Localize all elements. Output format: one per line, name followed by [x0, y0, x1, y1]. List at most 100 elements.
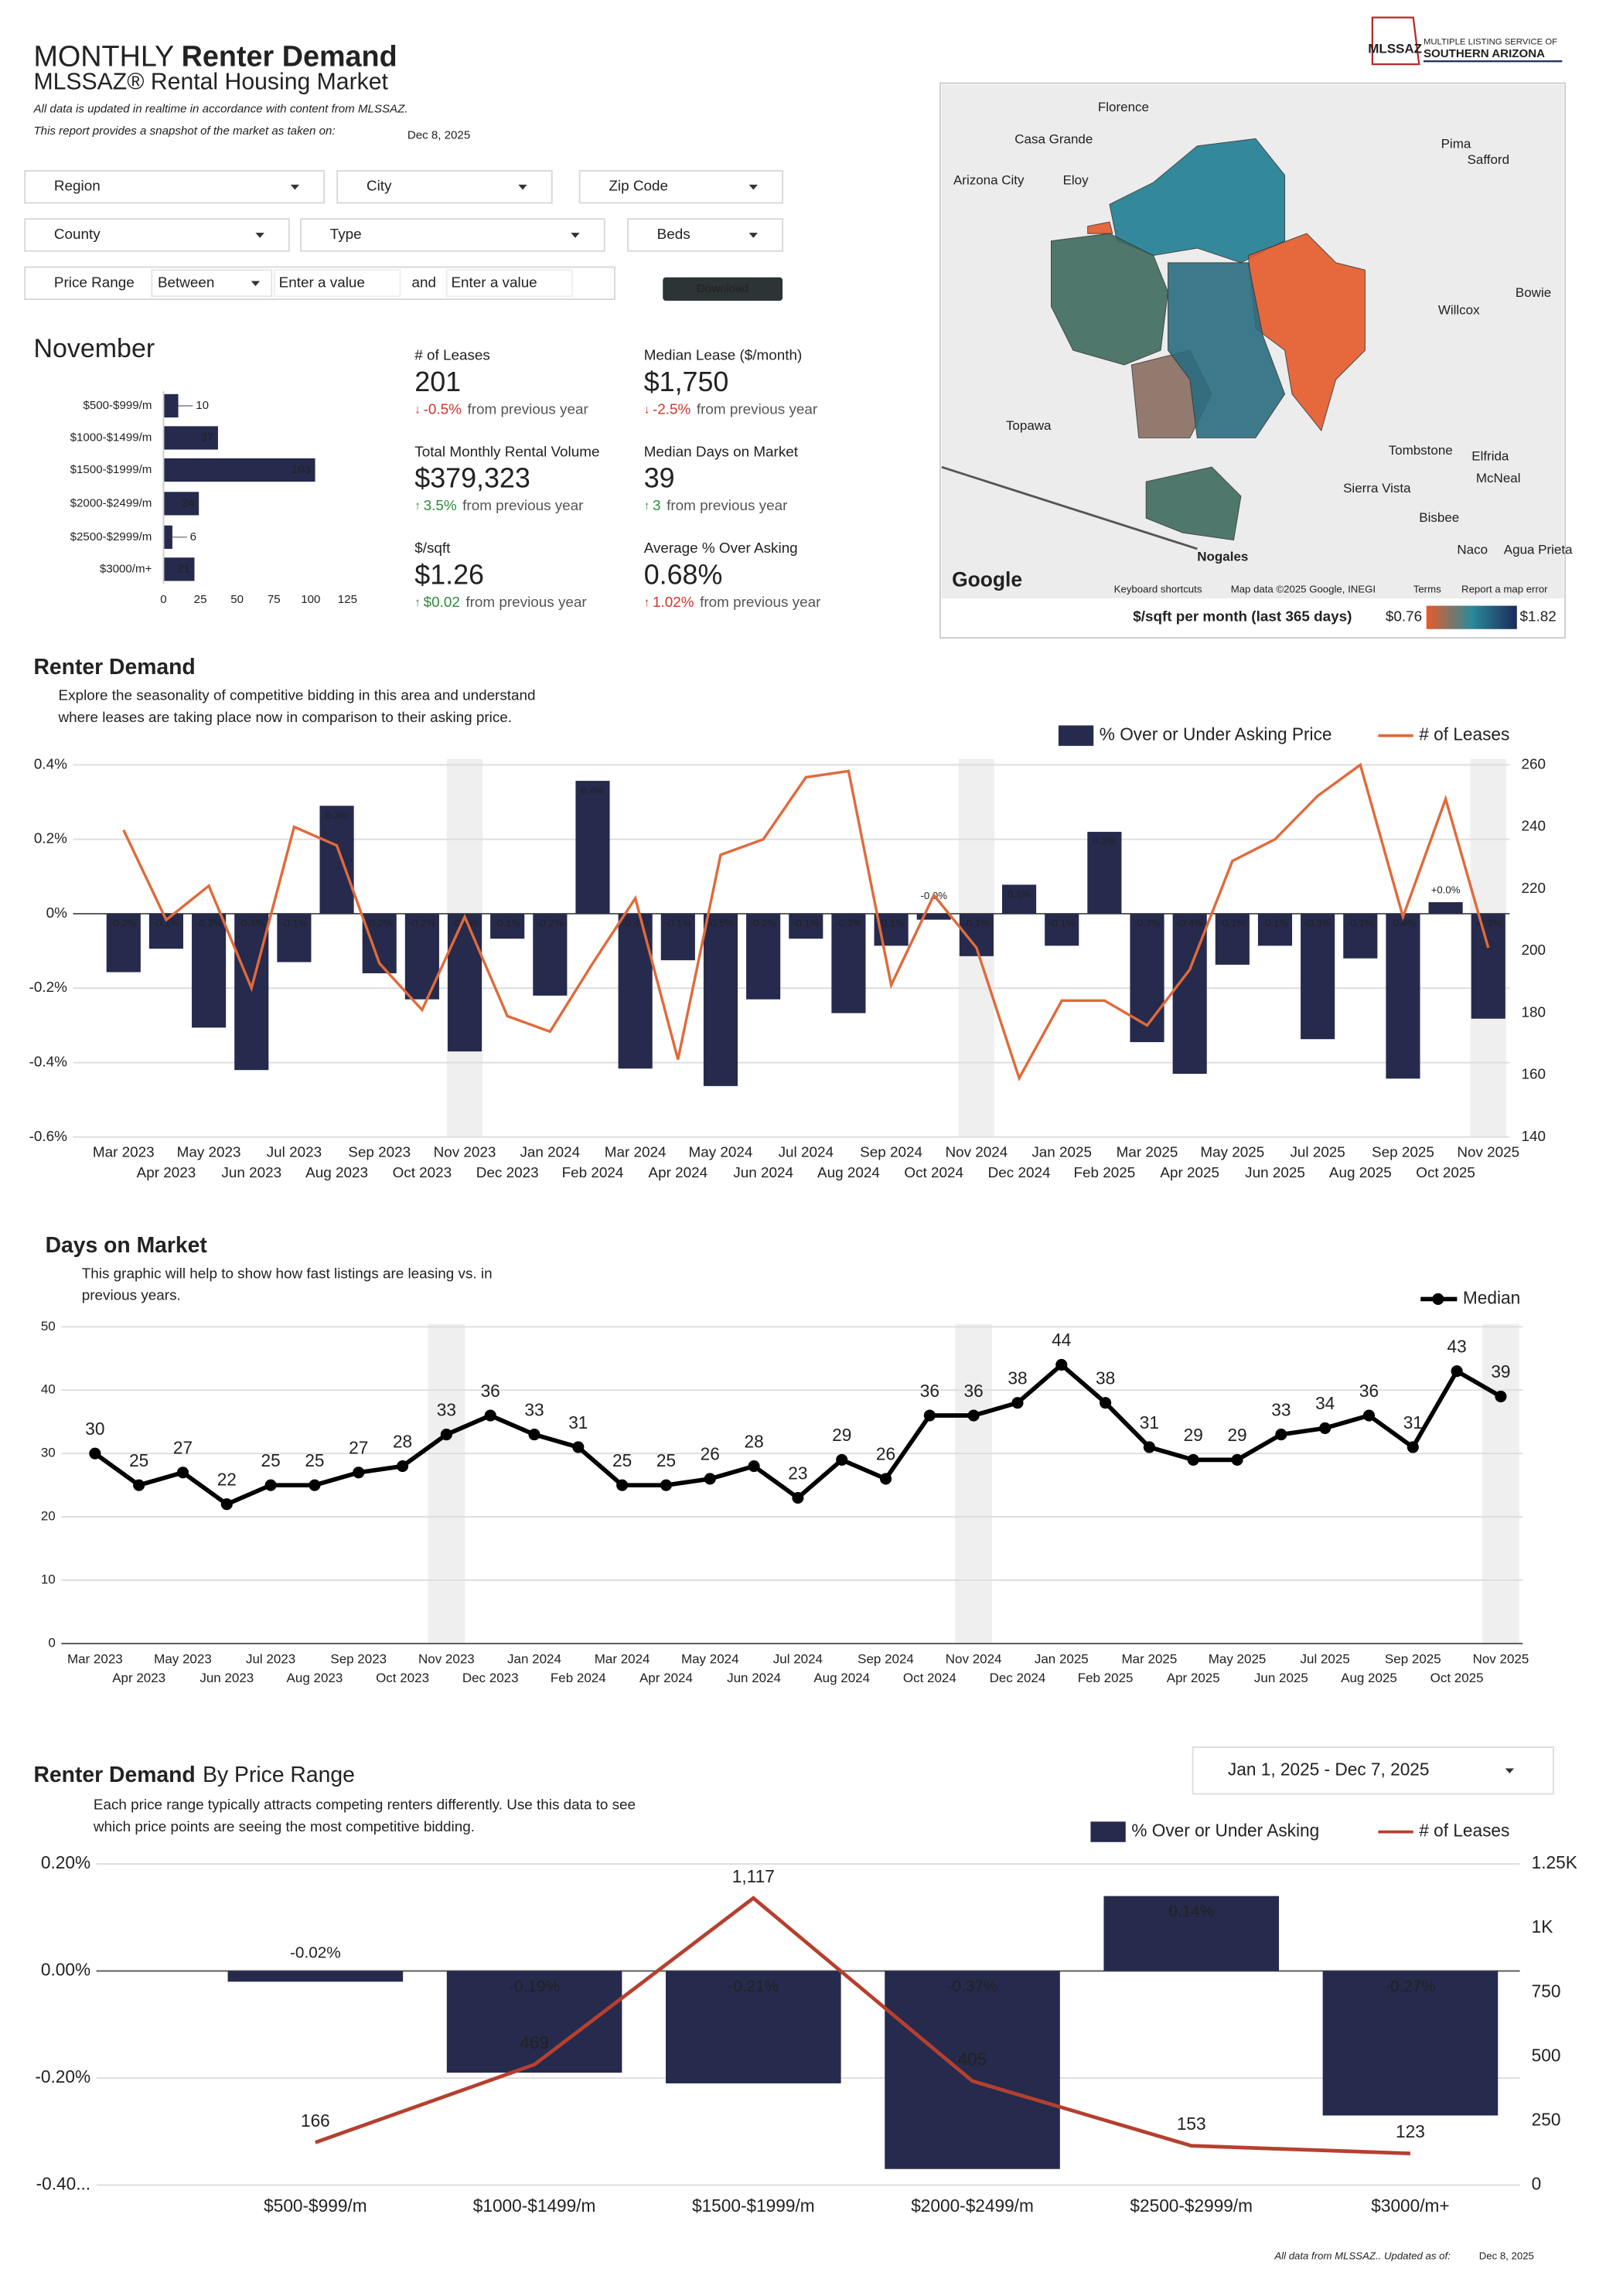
- x-tick-label: Apr 2025: [1167, 1671, 1220, 1685]
- x-tick-label: Jul 2025: [1301, 1651, 1350, 1666]
- filter-dropdown[interactable]: [578, 169, 784, 204]
- filter-dropdown[interactable]: [24, 169, 326, 204]
- x-tick-label: Mar 2025: [1117, 1145, 1178, 1161]
- title-main: Renter Demand: [182, 40, 397, 73]
- y-tick-label: 30: [41, 1446, 56, 1460]
- filter-dropdown[interactable]: [300, 218, 605, 252]
- filter-dropdown[interactable]: [336, 169, 553, 204]
- line-marker: [176, 1467, 189, 1479]
- x-tick-label: $1500-$1999/m: [692, 2196, 815, 2216]
- bar-label: -0.2%: [537, 918, 564, 929]
- filter-dropdown[interactable]: [626, 218, 784, 252]
- map-footer: Map data ©2025 Google, INEGI: [1231, 583, 1376, 594]
- point-label: 44: [1052, 1330, 1071, 1350]
- change-arrow: ↓: [414, 404, 421, 417]
- change-suffix: from previous year: [700, 594, 820, 611]
- x-tick-label: Nov 2023: [434, 1145, 496, 1161]
- x-tick-label: Jul 2023: [267, 1145, 322, 1161]
- place-label: Sierra Vista: [1343, 481, 1411, 496]
- dropdown-caret: [748, 184, 758, 190]
- period-highlight: [428, 1323, 465, 1644]
- map-brand: Google: [952, 567, 1022, 591]
- line-marker: [1143, 1441, 1155, 1453]
- bar: [163, 557, 195, 581]
- bar-value: 6: [190, 530, 196, 543]
- kpi-label: Total Monthly Rental Volume: [414, 444, 599, 460]
- line-marker: [1231, 1453, 1243, 1466]
- map-legend-gradient: [1426, 605, 1517, 629]
- chart-description: where leases are taking place now in com…: [58, 710, 512, 726]
- x-tick-label: Jul 2025: [1290, 1145, 1345, 1161]
- filter-dropdown[interactable]: [24, 218, 290, 252]
- mode-dropdown[interactable]: [151, 269, 273, 298]
- bar: [660, 913, 695, 961]
- point-label: 25: [612, 1450, 632, 1470]
- bar: [533, 913, 568, 996]
- legend-label: # of Leases: [1419, 724, 1509, 744]
- line-marker: [923, 1409, 936, 1422]
- x-tick-label: Sep 2025: [1372, 1145, 1434, 1161]
- point-label: 36: [481, 1381, 500, 1401]
- x-tick-label: Apr 2023: [112, 1671, 165, 1685]
- change-value: 1.02%: [653, 594, 694, 611]
- x-tick-label: Jun 2025: [1245, 1165, 1305, 1181]
- x-tick-label: $2000-$2499/m: [911, 2196, 1034, 2216]
- x-tick-label: Oct 2024: [903, 1671, 956, 1685]
- y2-tick-label: 500: [1532, 2045, 1561, 2065]
- x-tick-label: Jun 2024: [733, 1165, 793, 1181]
- bar-label: -0.5%: [708, 918, 735, 929]
- bar-label: -0.4%: [452, 918, 479, 929]
- x-tick-label: May 2024: [689, 1145, 753, 1161]
- x-tick-label: Jun 2023: [199, 1671, 254, 1685]
- max-input[interactable]: [445, 269, 574, 298]
- change-arrow: ↑: [414, 499, 421, 513]
- kpi-change: ↑ 3.5% from previous year: [414, 498, 583, 514]
- y-tick-label: 50: [41, 1319, 56, 1334]
- dropdown-caret: [255, 233, 264, 238]
- change-value: -0.5%: [424, 402, 462, 418]
- y2-tick-label: 140: [1521, 1129, 1546, 1145]
- bar-label: -0.2%: [111, 918, 138, 929]
- y2-tick-label: 750: [1532, 1981, 1561, 2001]
- date-range-dropdown[interactable]: [1192, 1746, 1554, 1795]
- line-marker: [1407, 1441, 1419, 1453]
- note: All data is updated in realtime in accor…: [32, 103, 407, 116]
- x-tick-label: Oct 2024: [904, 1165, 963, 1181]
- bar-label: -0.4%: [622, 918, 649, 929]
- change-suffix: from previous year: [465, 594, 586, 611]
- bar: [703, 913, 738, 1086]
- filter-label: Price Range: [54, 274, 135, 291]
- x-tick-label: May 2025: [1200, 1145, 1264, 1161]
- min-input[interactable]: [274, 269, 401, 298]
- place-label: Florence: [1098, 100, 1149, 114]
- change-arrow: ↓: [644, 404, 650, 417]
- logo-text: SOUTHERN ARIZONA: [1424, 47, 1545, 60]
- x-tick-label: Dec 2023: [462, 1671, 519, 1685]
- point-label: 31: [568, 1412, 588, 1432]
- point-label: 30: [85, 1419, 104, 1439]
- map-footer: Keyboard shortcuts: [1114, 583, 1202, 594]
- bar-value: 103: [292, 463, 311, 476]
- point-label: 38: [1008, 1368, 1027, 1388]
- bar-label: -0.1%: [1049, 918, 1076, 929]
- y-tick-label: -0.2%: [29, 979, 68, 996]
- bar-label: -0.4%: [1176, 918, 1203, 929]
- line-marker: [440, 1429, 452, 1441]
- download-button[interactable]: [663, 277, 783, 301]
- y2-tick-label: 240: [1521, 819, 1546, 835]
- place-label: Casa Grande: [1014, 132, 1093, 147]
- x-tick-label: 75: [268, 593, 281, 606]
- x-tick-label: Dec 2024: [988, 1165, 1051, 1181]
- chart-description: This graphic will help to show how fast …: [82, 1266, 493, 1282]
- bar-category: $1000-$1499/m: [70, 431, 152, 444]
- kpi-label: Average % Over Asking: [644, 540, 798, 557]
- dropdown-caret: [571, 233, 580, 238]
- place-label: Bowie: [1516, 285, 1551, 300]
- bar-category: $1500-$1999/m: [70, 463, 152, 476]
- bar-label: -0.1%: [963, 918, 991, 929]
- kpi-value: $1,750: [644, 366, 729, 397]
- x-tick-label: Oct 2023: [393, 1165, 452, 1181]
- y2-tick-label: 1.25K: [1532, 1852, 1577, 1872]
- y2-tick-label: 0: [1532, 2173, 1542, 2193]
- y2-tick-label: 1K: [1532, 1916, 1553, 1937]
